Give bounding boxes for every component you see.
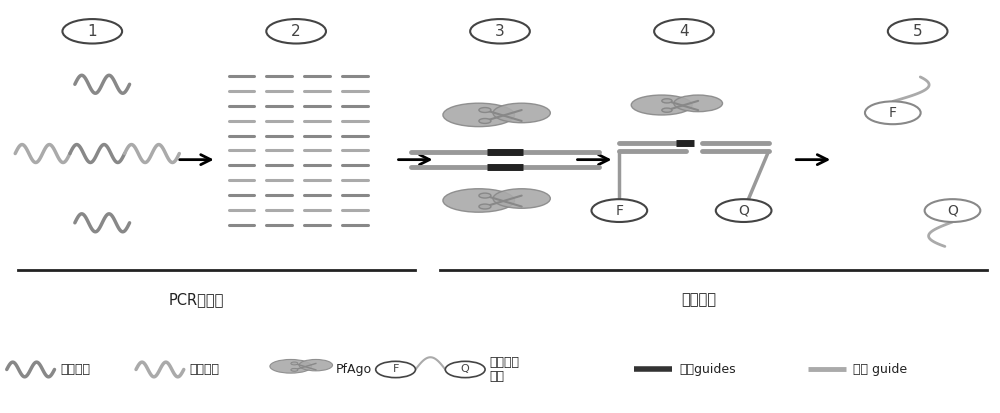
Ellipse shape bbox=[299, 359, 333, 371]
Circle shape bbox=[654, 19, 714, 43]
Text: 目标核酸: 目标核酸 bbox=[190, 363, 220, 376]
Circle shape bbox=[376, 361, 415, 377]
Circle shape bbox=[888, 19, 948, 43]
Circle shape bbox=[662, 99, 672, 103]
Text: Q: Q bbox=[461, 365, 470, 375]
Circle shape bbox=[479, 119, 491, 123]
Text: 4: 4 bbox=[679, 24, 689, 39]
Circle shape bbox=[479, 204, 491, 209]
Text: Q: Q bbox=[738, 204, 749, 218]
Text: 初级guides: 初级guides bbox=[679, 363, 736, 376]
Ellipse shape bbox=[270, 359, 312, 373]
Text: 5: 5 bbox=[913, 24, 922, 39]
Circle shape bbox=[591, 199, 647, 222]
Circle shape bbox=[479, 107, 491, 112]
Text: 2: 2 bbox=[291, 24, 301, 39]
Circle shape bbox=[291, 362, 298, 365]
Ellipse shape bbox=[493, 189, 550, 208]
Text: F: F bbox=[392, 365, 399, 375]
Circle shape bbox=[662, 108, 672, 112]
Text: 次级 guide: 次级 guide bbox=[853, 363, 907, 376]
Circle shape bbox=[291, 368, 298, 371]
Text: 1: 1 bbox=[87, 24, 97, 39]
Text: F: F bbox=[889, 106, 897, 120]
Ellipse shape bbox=[493, 103, 550, 123]
Text: PfAgo: PfAgo bbox=[336, 363, 372, 376]
Text: 荧光报告: 荧光报告 bbox=[489, 356, 519, 369]
Circle shape bbox=[479, 193, 491, 198]
Circle shape bbox=[266, 19, 326, 43]
Circle shape bbox=[716, 199, 771, 222]
Circle shape bbox=[925, 199, 980, 222]
Circle shape bbox=[865, 101, 921, 124]
Text: F: F bbox=[615, 204, 623, 218]
Ellipse shape bbox=[443, 189, 515, 212]
Circle shape bbox=[470, 19, 530, 43]
Ellipse shape bbox=[631, 95, 692, 115]
Ellipse shape bbox=[674, 95, 723, 112]
Circle shape bbox=[62, 19, 122, 43]
Ellipse shape bbox=[443, 103, 515, 127]
Circle shape bbox=[445, 361, 485, 377]
Text: 3: 3 bbox=[495, 24, 505, 39]
Text: PCR预循环: PCR预循环 bbox=[169, 292, 224, 307]
Text: 背景核酸: 背景核酸 bbox=[60, 363, 90, 376]
Text: 检测体系: 检测体系 bbox=[681, 292, 716, 307]
Text: 核酸: 核酸 bbox=[489, 370, 504, 383]
Text: Q: Q bbox=[947, 204, 958, 218]
